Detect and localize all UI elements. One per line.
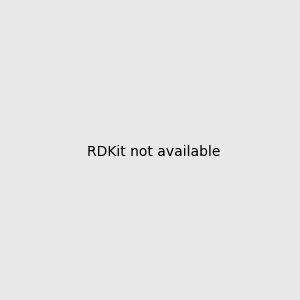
Text: RDKit not available: RDKit not available: [87, 145, 220, 158]
